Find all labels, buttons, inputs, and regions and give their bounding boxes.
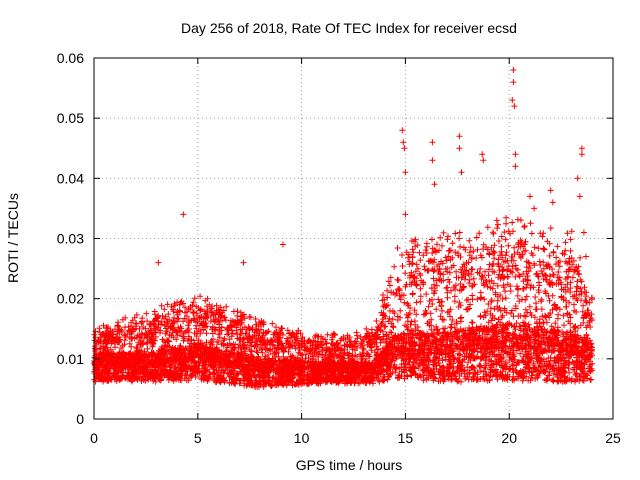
x-tick-label: 0 [90, 430, 98, 446]
y-axis-label: ROTI / TECUs [5, 193, 21, 283]
x-tick-label: 15 [398, 430, 414, 446]
points-layer [91, 67, 596, 390]
x-axis-label: GPS time / hours [296, 457, 403, 473]
tick-labels-layer: 0 5 10 15 20 25 0 0.01 0.02 0.03 0.04 0.05 0.06 [57, 50, 621, 446]
chart-title: Day 256 of 2018, Rate Of TEC Index for r… [181, 20, 517, 36]
x-tick-label: 20 [501, 430, 517, 446]
y-tick-label: 0.04 [57, 170, 84, 186]
y-tick-label: 0.06 [57, 50, 84, 66]
y-tick-label: 0.02 [57, 291, 84, 307]
x-tick-label: 25 [605, 430, 621, 446]
y-tick-label: 0 [76, 411, 84, 427]
x-tick-label: 10 [294, 430, 310, 446]
ticks-layer [93, 57, 614, 420]
y-tick-label: 0.01 [57, 351, 84, 367]
y-tick-label: 0.05 [57, 110, 84, 126]
scatter-points-roti [91, 67, 596, 390]
x-tick-label: 5 [194, 430, 202, 446]
y-tick-label: 0.03 [57, 231, 84, 247]
